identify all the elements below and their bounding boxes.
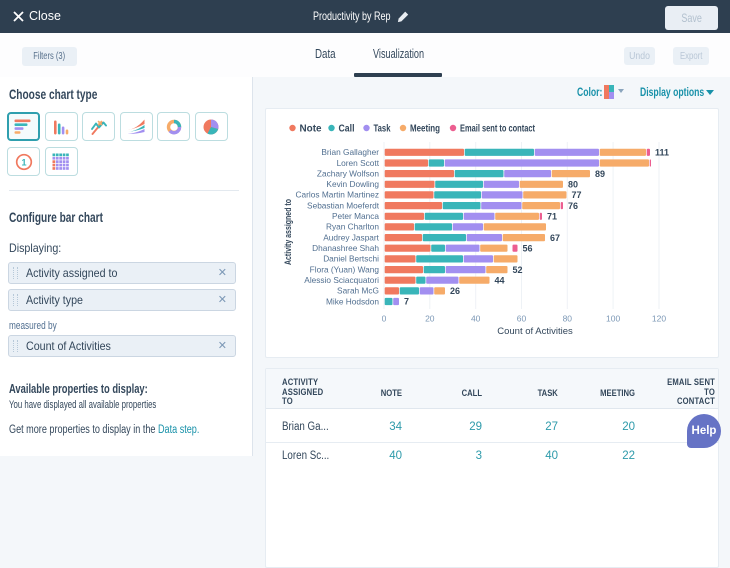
svg-text:Email sent to contact: Email sent to contact xyxy=(460,124,535,135)
svg-text:71: 71 xyxy=(547,212,557,222)
svg-text:Ryan Charlton: Ryan Charlton xyxy=(326,222,379,232)
svg-text:20: 20 xyxy=(425,314,435,324)
svg-text:Audrey Jaspart: Audrey Jaspart xyxy=(323,232,379,242)
svg-text:44: 44 xyxy=(495,275,505,285)
svg-text:Brian Gallagher: Brian Gallagher xyxy=(321,147,379,157)
svg-text:80: 80 xyxy=(568,180,578,190)
svg-text:52: 52 xyxy=(513,265,523,275)
svg-text:Call: Call xyxy=(339,124,355,135)
svg-text:Task: Task xyxy=(374,124,391,135)
svg-text:Sebastian Moeferdt: Sebastian Moeferdt xyxy=(307,200,380,210)
svg-text:40: 40 xyxy=(471,314,481,324)
svg-text:Sarah McG: Sarah McG xyxy=(337,286,379,296)
svg-text:80: 80 xyxy=(563,314,573,324)
svg-text:Kevin Dowling: Kevin Dowling xyxy=(326,179,379,189)
svg-text:100: 100 xyxy=(606,314,620,324)
svg-text:76: 76 xyxy=(568,201,578,211)
svg-text:Flora (Yuan) Wang: Flora (Yuan) Wang xyxy=(310,264,380,274)
svg-text:Loren Scott: Loren Scott xyxy=(337,158,380,168)
svg-text:0: 0 xyxy=(382,314,387,324)
svg-text:Zachary Wolfson: Zachary Wolfson xyxy=(317,168,379,178)
svg-text:1: 1 xyxy=(21,157,26,167)
svg-text:Alessio Sciacquatori: Alessio Sciacquatori xyxy=(304,275,379,285)
svg-text:Count of Activities: Count of Activities xyxy=(497,326,573,337)
svg-text:7: 7 xyxy=(404,297,409,307)
svg-text:Dhanashree Shah: Dhanashree Shah xyxy=(312,243,379,253)
svg-text:Meeting: Meeting xyxy=(410,124,440,135)
svg-text:67: 67 xyxy=(550,233,560,243)
svg-text:Peter Manca: Peter Manca xyxy=(332,211,379,221)
svg-text:Activity assigned to: Activity assigned to xyxy=(283,199,294,265)
svg-text:120: 120 xyxy=(652,314,666,324)
svg-text:111: 111 xyxy=(655,148,669,158)
svg-text:89: 89 xyxy=(595,169,605,179)
svg-text:26: 26 xyxy=(450,286,460,296)
svg-text:Daniel Bertschi: Daniel Bertschi xyxy=(323,254,379,264)
svg-text:Note: Note xyxy=(300,124,322,135)
svg-text:56: 56 xyxy=(523,243,533,253)
svg-text:77: 77 xyxy=(572,190,582,200)
svg-text:Carlos Martin Martinez: Carlos Martin Martinez xyxy=(296,190,379,200)
svg-text:60: 60 xyxy=(517,314,527,324)
svg-text:Mike Hodsdon: Mike Hodsdon xyxy=(326,296,379,306)
